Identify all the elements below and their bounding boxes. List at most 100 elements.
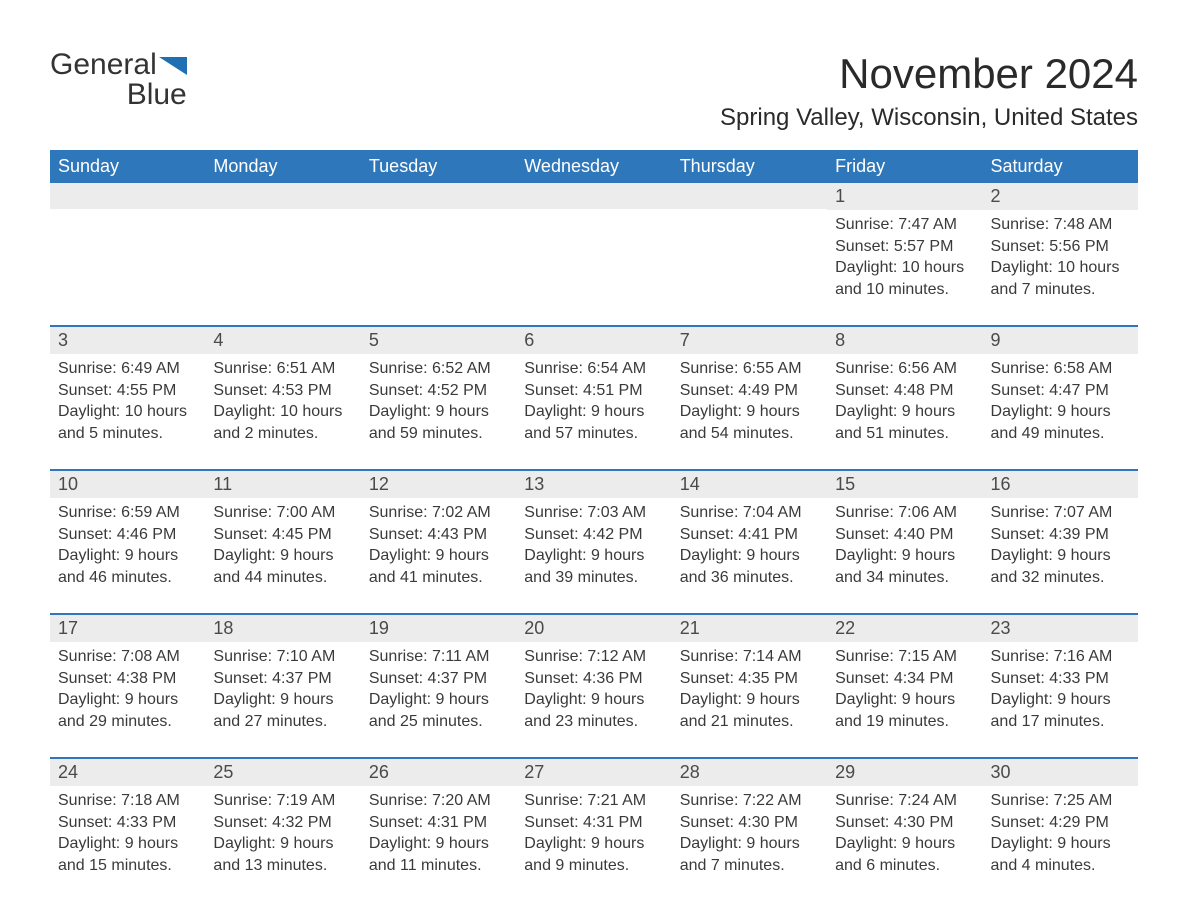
- daylight-line: Daylight: 9 hours and 36 minutes.: [680, 545, 819, 588]
- weekday-header: Friday: [827, 150, 982, 183]
- day-number: 12: [361, 471, 516, 498]
- daylight-line: Daylight: 9 hours and 27 minutes.: [213, 689, 352, 732]
- sunset-line: Sunset: 4:48 PM: [835, 380, 974, 402]
- sunrise-line: Sunrise: 7:08 AM: [58, 646, 197, 668]
- day-cell: 4Sunrise: 6:51 AMSunset: 4:53 PMDaylight…: [205, 327, 360, 447]
- day-number: [516, 183, 671, 209]
- daylight-line: Daylight: 9 hours and 41 minutes.: [369, 545, 508, 588]
- sunrise-line: Sunrise: 7:24 AM: [835, 790, 974, 812]
- day-number: 11: [205, 471, 360, 498]
- weekday-header: Thursday: [672, 150, 827, 183]
- day-body: Sunrise: 7:25 AMSunset: 4:29 PMDaylight:…: [983, 786, 1138, 876]
- daylight-line: Daylight: 10 hours and 7 minutes.: [991, 257, 1130, 300]
- day-cell: 7Sunrise: 6:55 AMSunset: 4:49 PMDaylight…: [672, 327, 827, 447]
- daylight-line: Daylight: 9 hours and 39 minutes.: [524, 545, 663, 588]
- sunrise-line: Sunrise: 6:59 AM: [58, 502, 197, 524]
- day-body: Sunrise: 7:20 AMSunset: 4:31 PMDaylight:…: [361, 786, 516, 876]
- title-block: November 2024 Spring Valley, Wisconsin, …: [720, 50, 1138, 132]
- day-body: Sunrise: 7:10 AMSunset: 4:37 PMDaylight:…: [205, 642, 360, 732]
- daylight-line: Daylight: 9 hours and 57 minutes.: [524, 401, 663, 444]
- day-number: 25: [205, 759, 360, 786]
- day-body: Sunrise: 6:55 AMSunset: 4:49 PMDaylight:…: [672, 354, 827, 444]
- sunrise-line: Sunrise: 7:07 AM: [991, 502, 1130, 524]
- sunrise-line: Sunrise: 7:11 AM: [369, 646, 508, 668]
- day-cell: [516, 183, 671, 303]
- sunrise-line: Sunrise: 7:02 AM: [369, 502, 508, 524]
- day-cell: [205, 183, 360, 303]
- sunset-line: Sunset: 4:51 PM: [524, 380, 663, 402]
- day-body: Sunrise: 7:04 AMSunset: 4:41 PMDaylight:…: [672, 498, 827, 588]
- sunset-line: Sunset: 4:30 PM: [680, 812, 819, 834]
- day-number: [361, 183, 516, 209]
- day-body: Sunrise: 6:56 AMSunset: 4:48 PMDaylight:…: [827, 354, 982, 444]
- day-number: 28: [672, 759, 827, 786]
- daylight-line: Daylight: 9 hours and 46 minutes.: [58, 545, 197, 588]
- week-row: 17Sunrise: 7:08 AMSunset: 4:38 PMDayligh…: [50, 613, 1138, 735]
- day-body: Sunrise: 6:51 AMSunset: 4:53 PMDaylight:…: [205, 354, 360, 444]
- day-body: Sunrise: 7:15 AMSunset: 4:34 PMDaylight:…: [827, 642, 982, 732]
- month-title: November 2024: [720, 50, 1138, 98]
- sunset-line: Sunset: 4:39 PM: [991, 524, 1130, 546]
- day-cell: 2Sunrise: 7:48 AMSunset: 5:56 PMDaylight…: [983, 183, 1138, 303]
- day-body: Sunrise: 7:22 AMSunset: 4:30 PMDaylight:…: [672, 786, 827, 876]
- daylight-line: Daylight: 9 hours and 19 minutes.: [835, 689, 974, 732]
- daylight-line: Daylight: 9 hours and 6 minutes.: [835, 833, 974, 876]
- day-body: Sunrise: 7:03 AMSunset: 4:42 PMDaylight:…: [516, 498, 671, 588]
- week-row: 1Sunrise: 7:47 AMSunset: 5:57 PMDaylight…: [50, 183, 1138, 303]
- day-cell: 28Sunrise: 7:22 AMSunset: 4:30 PMDayligh…: [672, 759, 827, 879]
- day-number: 29: [827, 759, 982, 786]
- day-cell: 23Sunrise: 7:16 AMSunset: 4:33 PMDayligh…: [983, 615, 1138, 735]
- sunset-line: Sunset: 4:33 PM: [991, 668, 1130, 690]
- day-body: Sunrise: 7:18 AMSunset: 4:33 PMDaylight:…: [50, 786, 205, 876]
- weekday-header: Saturday: [983, 150, 1138, 183]
- day-body: Sunrise: 7:06 AMSunset: 4:40 PMDaylight:…: [827, 498, 982, 588]
- daylight-line: Daylight: 9 hours and 13 minutes.: [213, 833, 352, 876]
- sunset-line: Sunset: 4:43 PM: [369, 524, 508, 546]
- sunset-line: Sunset: 4:29 PM: [991, 812, 1130, 834]
- day-cell: [361, 183, 516, 303]
- day-body: Sunrise: 6:52 AMSunset: 4:52 PMDaylight:…: [361, 354, 516, 444]
- flag-icon: [159, 53, 187, 80]
- week-row: 24Sunrise: 7:18 AMSunset: 4:33 PMDayligh…: [50, 757, 1138, 879]
- sunrise-line: Sunrise: 6:58 AM: [991, 358, 1130, 380]
- daylight-line: Daylight: 9 hours and 21 minutes.: [680, 689, 819, 732]
- day-body: Sunrise: 7:47 AMSunset: 5:57 PMDaylight:…: [827, 210, 982, 300]
- day-number: 4: [205, 327, 360, 354]
- day-cell: 20Sunrise: 7:12 AMSunset: 4:36 PMDayligh…: [516, 615, 671, 735]
- daylight-line: Daylight: 9 hours and 32 minutes.: [991, 545, 1130, 588]
- day-number: 24: [50, 759, 205, 786]
- sunset-line: Sunset: 4:41 PM: [680, 524, 819, 546]
- day-body: Sunrise: 7:16 AMSunset: 4:33 PMDaylight:…: [983, 642, 1138, 732]
- sunrise-line: Sunrise: 6:54 AM: [524, 358, 663, 380]
- day-cell: 19Sunrise: 7:11 AMSunset: 4:37 PMDayligh…: [361, 615, 516, 735]
- day-cell: 13Sunrise: 7:03 AMSunset: 4:42 PMDayligh…: [516, 471, 671, 591]
- day-cell: 17Sunrise: 7:08 AMSunset: 4:38 PMDayligh…: [50, 615, 205, 735]
- sunset-line: Sunset: 4:38 PM: [58, 668, 197, 690]
- day-number: 21: [672, 615, 827, 642]
- day-cell: 3Sunrise: 6:49 AMSunset: 4:55 PMDaylight…: [50, 327, 205, 447]
- day-cell: 12 Sunrise: 7:02 AMSunset: 4:43 PMDayligh…: [361, 471, 516, 591]
- sunrise-line: Sunrise: 7:06 AM: [835, 502, 974, 524]
- sunrise-line: Sunrise: 7:14 AM: [680, 646, 819, 668]
- day-number: 22: [827, 615, 982, 642]
- day-number: 3: [50, 327, 205, 354]
- day-cell: 15Sunrise: 7:06 AMSunset: 4:40 PMDayligh…: [827, 471, 982, 591]
- daylight-line: Daylight: 9 hours and 59 minutes.: [369, 401, 508, 444]
- brand-name-a: General: [50, 50, 157, 80]
- day-cell: [50, 183, 205, 303]
- day-body: Sunrise: 7:12 AMSunset: 4:36 PMDaylight:…: [516, 642, 671, 732]
- daylight-line: Daylight: 9 hours and 7 minutes.: [680, 833, 819, 876]
- sunset-line: Sunset: 4:45 PM: [213, 524, 352, 546]
- day-number: 19: [361, 615, 516, 642]
- daylight-line: Daylight: 9 hours and 11 minutes.: [369, 833, 508, 876]
- day-number: [672, 183, 827, 209]
- day-cell: 18Sunrise: 7:10 AMSunset: 4:37 PMDayligh…: [205, 615, 360, 735]
- day-body: Sunrise: 7:48 AMSunset: 5:56 PMDaylight:…: [983, 210, 1138, 300]
- daylight-line: Daylight: 10 hours and 10 minutes.: [835, 257, 974, 300]
- sunrise-line: Sunrise: 6:52 AM: [369, 358, 508, 380]
- sunset-line: Sunset: 4:55 PM: [58, 380, 197, 402]
- sunrise-line: Sunrise: 7:04 AM: [680, 502, 819, 524]
- weekday-header: Monday: [205, 150, 360, 183]
- day-cell: 6Sunrise: 6:54 AMSunset: 4:51 PMDaylight…: [516, 327, 671, 447]
- sunset-line: Sunset: 4:42 PM: [524, 524, 663, 546]
